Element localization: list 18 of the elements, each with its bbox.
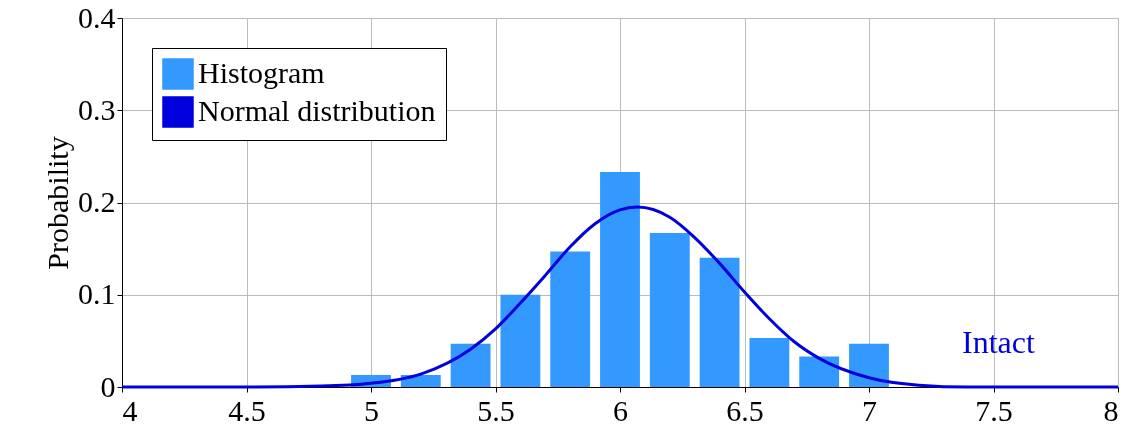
x-tick-label: 5 bbox=[364, 393, 379, 427]
x-tick-label: 7.5 bbox=[975, 393, 1013, 427]
x-tick-label: 5.5 bbox=[477, 393, 515, 427]
x-tick-label: 6 bbox=[613, 393, 628, 427]
y-tick-label: 0.4 bbox=[78, 0, 116, 34]
annotation: Intact bbox=[962, 324, 1035, 360]
x-tick-label: 4 bbox=[122, 393, 138, 427]
y-tick-label: 0.1 bbox=[78, 277, 116, 311]
x-tick-label: 6.5 bbox=[726, 393, 764, 427]
y-tick-label: 0.3 bbox=[78, 92, 116, 126]
legend-label: Histogram bbox=[198, 56, 325, 89]
x-tick-label: 8 bbox=[1103, 393, 1119, 427]
y-axis-title: Probability bbox=[41, 136, 74, 270]
y-tick-label: 0 bbox=[100, 369, 116, 403]
x-tick-label: 7 bbox=[862, 393, 877, 427]
x-tick-label: 4.5 bbox=[228, 393, 266, 427]
y-tick-label: 0.2 bbox=[78, 185, 116, 218]
legend-label: Normal distribution bbox=[198, 94, 436, 127]
